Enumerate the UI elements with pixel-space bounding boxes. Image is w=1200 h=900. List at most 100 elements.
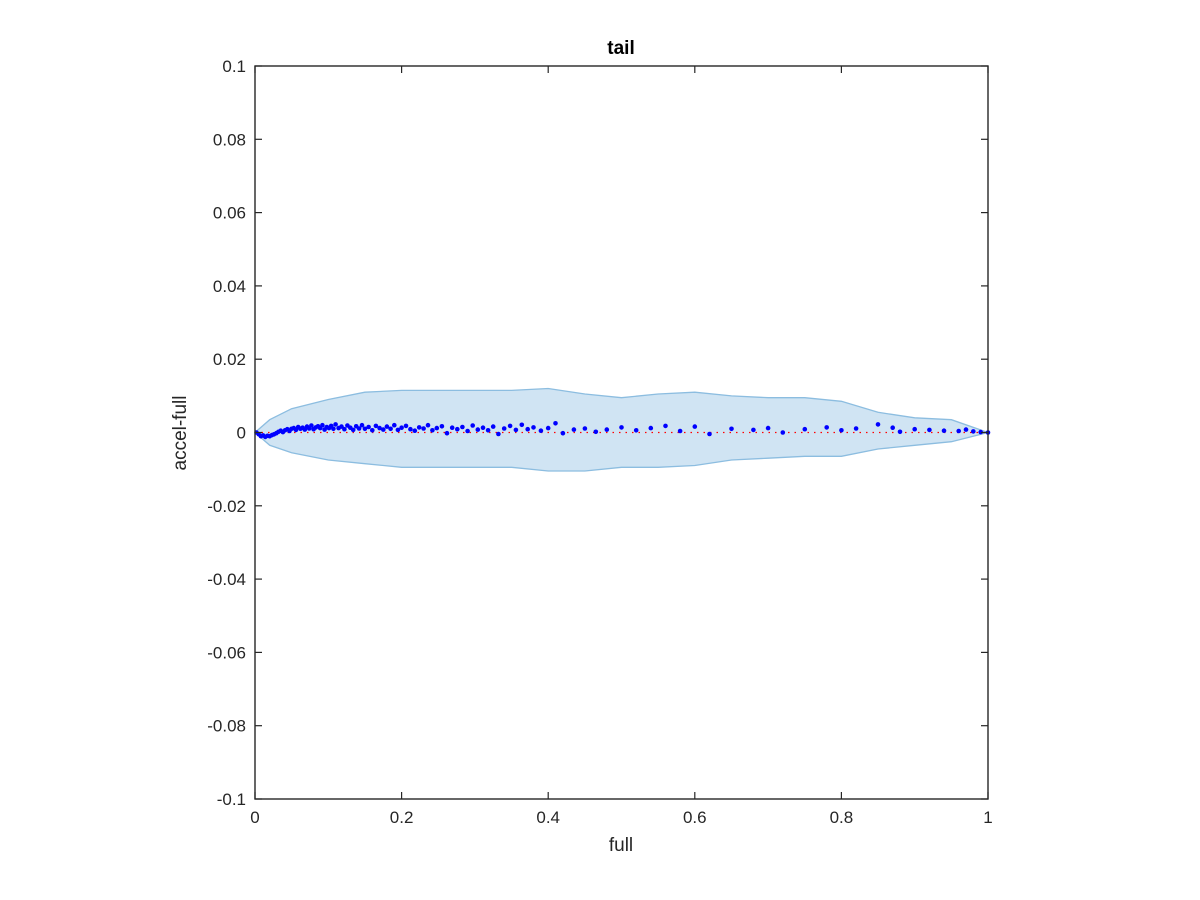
data-point (648, 425, 654, 431)
confidence-band-upper-edge (254, 387, 989, 434)
data-point (897, 429, 903, 435)
data-point (525, 426, 530, 432)
data-point (956, 428, 961, 434)
x-axis-label: full (609, 835, 633, 856)
data-point (545, 425, 551, 431)
data-point (421, 426, 426, 431)
scatter-points-layer (254, 421, 991, 440)
data-point (356, 426, 362, 431)
data-point (633, 428, 639, 433)
y-tick-label: -0.08 (207, 717, 246, 736)
y-tick-label: 0.1 (222, 57, 246, 76)
data-point (399, 425, 404, 431)
data-point (388, 426, 393, 432)
y-tick-label: 0.04 (213, 277, 246, 296)
data-point (604, 427, 610, 432)
y-tick-label: -0.06 (207, 643, 246, 662)
data-point (927, 427, 932, 433)
y-tick-label: -0.04 (207, 570, 246, 589)
data-point (425, 422, 431, 428)
data-point (439, 424, 445, 429)
data-point (824, 425, 829, 430)
data-point (513, 427, 519, 433)
data-point (593, 429, 599, 435)
data-point (377, 425, 382, 431)
data-point (941, 428, 947, 434)
data-point (455, 426, 460, 432)
data-point (408, 426, 413, 432)
data-point (751, 427, 756, 433)
data-point (501, 426, 507, 431)
data-point (309, 423, 314, 428)
data-point (553, 421, 558, 426)
data-point (333, 422, 338, 427)
data-point (890, 425, 895, 431)
y-tick-label: 0 (237, 424, 246, 443)
data-point (729, 426, 734, 432)
data-point (839, 428, 844, 433)
data-point (707, 431, 712, 437)
data-point (465, 428, 470, 434)
data-point (392, 422, 397, 428)
y-axis-label: accel-full (170, 396, 191, 471)
x-tick-label: 0.6 (683, 808, 707, 827)
data-point (507, 423, 513, 429)
data-point (373, 423, 379, 429)
data-point (320, 422, 325, 428)
data-point (485, 428, 491, 433)
data-point (912, 426, 917, 432)
y-tick-label: -0.1 (217, 790, 246, 809)
x-tick-label: 1 (983, 808, 992, 827)
data-point (963, 427, 969, 432)
data-point (475, 427, 481, 432)
data-point (416, 425, 422, 430)
data-point (802, 426, 808, 432)
data-point (780, 430, 786, 435)
x-tick-label: 0.8 (830, 808, 854, 827)
data-point (480, 425, 486, 431)
data-point (971, 429, 976, 434)
data-point (342, 426, 347, 432)
data-point (384, 424, 390, 429)
data-point (403, 423, 409, 429)
y-tick-label: -0.02 (207, 497, 246, 516)
data-point (765, 425, 771, 431)
y-tick-label: 0.02 (213, 350, 246, 369)
x-tick-label: 0.2 (390, 808, 414, 827)
data-point (519, 422, 525, 428)
data-point (366, 424, 371, 430)
y-axis-ticks: -0.1 -0.08 -0.06 -0.04 -0.02 0 0.02 0.04 0.06 0.0… (207, 57, 988, 809)
data-point (571, 427, 577, 432)
data-point (381, 427, 386, 432)
data-point (663, 423, 668, 429)
data-point (677, 428, 683, 434)
data-point (978, 429, 983, 435)
data-point (875, 422, 881, 427)
data-point (538, 428, 544, 434)
data-point (444, 430, 450, 436)
data-point (395, 427, 401, 433)
data-point (449, 425, 455, 431)
x-tick-label: 0.4 (536, 808, 560, 827)
data-point (434, 425, 440, 431)
data-point (331, 426, 336, 432)
data-point (490, 424, 496, 429)
data-point (496, 431, 501, 437)
data-point (692, 424, 698, 429)
x-tick-label: 0 (250, 808, 259, 827)
data-point (853, 426, 859, 431)
data-point (619, 425, 624, 430)
data-point (560, 430, 566, 436)
data-point (470, 423, 476, 428)
confidence-band-layer (254, 387, 989, 472)
x-axis-ticks: 0 0.2 0.4 0.6 0.8 1 (250, 66, 993, 827)
data-point (460, 424, 465, 430)
confidence-band-lower-edge (254, 431, 989, 472)
confidence-band-area (255, 388, 988, 471)
data-point (582, 426, 588, 431)
data-point (531, 425, 536, 430)
data-point (430, 428, 435, 433)
data-point (362, 426, 368, 432)
data-point (412, 428, 418, 434)
